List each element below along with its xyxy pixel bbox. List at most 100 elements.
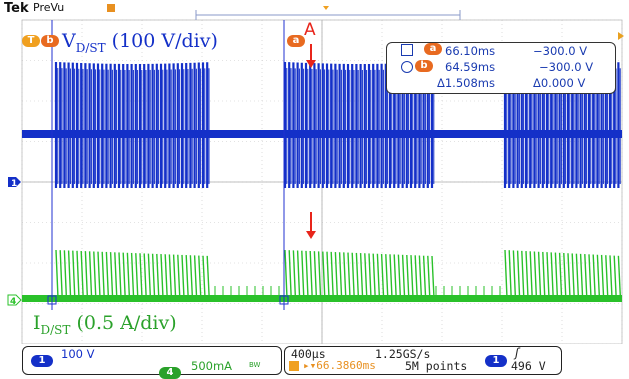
cursor-readout-panel: a 66.10ms −300.0 V b 64.59ms −300.0 V Δ1… [386, 42, 616, 94]
ch4-pulse [202, 255, 206, 299]
ch1-scale: 100 V [61, 347, 95, 361]
trigger-level-marker[interactable] [618, 32, 624, 40]
ch4-pulse [563, 252, 567, 299]
ch4-pulse [355, 252, 360, 299]
run-state-icon [107, 4, 115, 12]
ch4-badge[interactable]: 4 [159, 360, 181, 379]
ch4-pulse [63, 250, 68, 299]
ch4-pulse [542, 251, 546, 299]
ch4-pulse [309, 250, 313, 299]
ch4-pulse [414, 255, 418, 299]
cursor-a-time: 66.10ms [445, 44, 496, 58]
trigger-position-marker[interactable] [323, 6, 329, 10]
ch4-pulse [418, 255, 423, 299]
ch4-pulse [305, 250, 309, 299]
ch4-bandwidth-limit: BW [249, 361, 261, 369]
cursor-b-time: 64.59ms [445, 60, 496, 74]
ch4-pulse [105, 251, 110, 299]
timebase: 400µs [291, 347, 326, 361]
ch4-pulse [605, 255, 609, 299]
ch4-pulse [609, 255, 613, 299]
ch4-pulse [546, 252, 550, 299]
ch4-pulse [338, 252, 343, 299]
ch4-pulse [389, 254, 393, 299]
ch4-pulse [322, 251, 326, 299]
ch4-pulse [558, 252, 563, 299]
ch4-pulse [406, 254, 410, 299]
ch1-badge[interactable]: 1 [31, 348, 53, 367]
cursor-b-circle-icon [401, 61, 413, 73]
ch4-pulse [431, 255, 435, 299]
ch4-pulse [525, 251, 529, 299]
horizontal-trigger-box[interactable]: 400µs 1.25GS/s 1 ʃ ▸▾66.3860ms 5M points… [284, 346, 562, 375]
ch4-pulse [189, 255, 194, 299]
ch4-pulse [109, 252, 114, 299]
ch4-pulse [130, 252, 135, 299]
brand-logo: Tek [4, 1, 29, 16]
ch4-pulse [537, 251, 542, 299]
ch4-pulse [533, 251, 538, 299]
ch4-label: ID/ST (0.5 A/div) [33, 312, 177, 337]
ch4-pulse [521, 250, 525, 299]
ch4-scale: 500mA [191, 359, 233, 373]
trigger-slope-icon: ʃ [515, 346, 520, 360]
ch4-baseline [22, 295, 622, 302]
ch4-pulse [156, 253, 160, 299]
cursor-b-row: b 64.59ms −300.0 V [395, 60, 607, 75]
ch4-pulse [588, 254, 592, 299]
acquisition-mode: PreVu [33, 1, 65, 14]
ch4-pulse [516, 250, 521, 299]
sample-rate: 1.25GS/s [375, 347, 431, 361]
ch4-pulse [296, 250, 301, 299]
ch4-pulse [198, 255, 202, 299]
ch4-ground-marker[interactable]: 4 [7, 294, 22, 307]
ch4-pulse [617, 255, 622, 299]
ch4-pulse [172, 254, 177, 299]
vertical-settings-box[interactable]: 1 100 V 4 500mA BW [22, 346, 282, 379]
cursor-a-row: a 66.10ms −300.0 V [395, 43, 607, 59]
status-bar: 1 100 V 4 500mA BW 400µs 1.25GS/s 1 ʃ ▸▾… [0, 344, 629, 379]
ch1-ground-marker[interactable]: 1 [8, 177, 21, 189]
cursor-a-handle[interactable] [279, 295, 289, 305]
ch4-pulse [160, 254, 164, 299]
ch4-pulse [508, 250, 512, 299]
trigger-position: ▸▾66.3860ms [303, 359, 376, 372]
ch4-pulse [88, 251, 93, 299]
ch4-pulse [410, 255, 414, 299]
ch4-pulse [385, 254, 389, 299]
ch4-pulse [181, 254, 185, 299]
ch4-pulse [364, 253, 368, 299]
ch4-pulse [84, 251, 89, 299]
ch4-pulse [592, 254, 596, 299]
ch4-pulse [126, 252, 131, 299]
ch4-pulse [151, 253, 156, 299]
ch4-pulse [334, 252, 339, 299]
trigger-source-badge[interactable]: 1 [485, 348, 507, 367]
ch4-pulse [401, 254, 406, 299]
ch4-pulse [330, 251, 334, 299]
ch4-pulse [67, 250, 72, 299]
ch4-pulse [301, 250, 305, 299]
ch4-pulse [114, 252, 118, 299]
ch4-pulse [288, 250, 292, 299]
ch4-pulse [313, 251, 318, 299]
ch1-label: VD/ST (100 V/div) [62, 30, 218, 55]
ch4-pulse [72, 250, 76, 299]
ch4-pulse [571, 253, 575, 299]
ch4-pulse [359, 253, 364, 299]
ch4-pulse [596, 254, 601, 299]
ch4-pulse [93, 251, 97, 299]
ch4-pulse [613, 255, 617, 299]
cursor-b-handle[interactable] [47, 295, 57, 305]
cursor-delta-row: Δ1.508ms Δ0.000 V [395, 76, 607, 91]
ch4-pulse [76, 250, 80, 299]
ch4-pulse [284, 249, 288, 299]
ch4-pulse [397, 254, 402, 299]
ch4-pulse [185, 255, 189, 299]
ch4-pulse [118, 252, 122, 299]
ch4-pulse [504, 249, 508, 299]
ch4-pulse [554, 252, 559, 299]
ch4-pulse [80, 250, 84, 299]
ch4-pulse [139, 253, 143, 299]
